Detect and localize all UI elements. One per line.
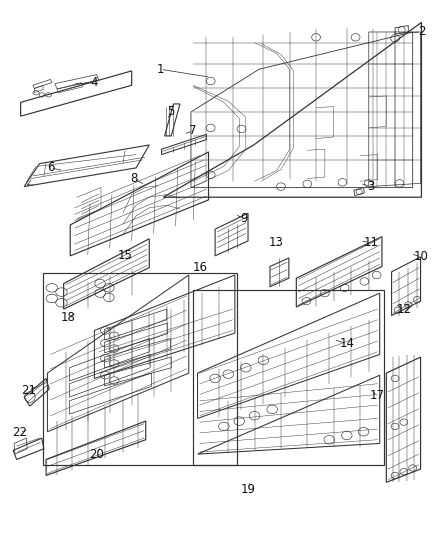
Text: 20: 20 — [89, 448, 104, 461]
Text: 12: 12 — [396, 303, 410, 316]
Text: 18: 18 — [60, 311, 75, 324]
Text: 11: 11 — [363, 236, 378, 249]
Text: 4: 4 — [90, 76, 98, 89]
Text: 3: 3 — [367, 180, 374, 193]
Text: 6: 6 — [46, 161, 54, 174]
Text: 2: 2 — [417, 26, 424, 38]
Text: 8: 8 — [130, 172, 137, 185]
Text: 1: 1 — [156, 63, 164, 76]
Text: 17: 17 — [369, 389, 384, 402]
Text: 22: 22 — [12, 426, 27, 439]
Text: 10: 10 — [413, 251, 428, 263]
Text: 14: 14 — [339, 337, 353, 350]
Text: 5: 5 — [167, 106, 174, 118]
Text: 16: 16 — [192, 261, 207, 274]
Text: 7: 7 — [189, 124, 197, 137]
Text: 15: 15 — [117, 249, 132, 262]
Text: 21: 21 — [21, 384, 36, 397]
Text: 9: 9 — [239, 212, 247, 225]
Text: 19: 19 — [240, 483, 255, 496]
Text: 13: 13 — [268, 236, 283, 249]
